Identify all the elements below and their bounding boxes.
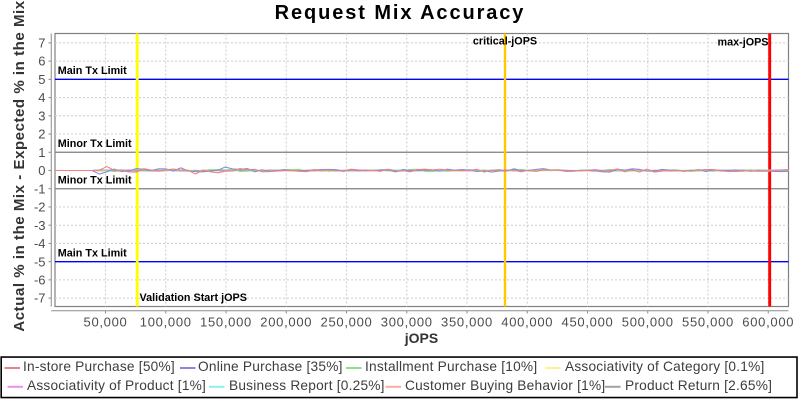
svg-text:Installment Purchase [10%]: Installment Purchase [10%] xyxy=(365,359,537,374)
svg-text:3: 3 xyxy=(38,108,45,123)
svg-text:Product Return [2.65%]: Product Return [2.65%] xyxy=(625,378,772,393)
svg-text:100,000: 100,000 xyxy=(140,315,192,330)
svg-text:Online Purchase [35%]: Online Purchase [35%] xyxy=(198,359,343,374)
svg-text:Minor Tx Limit: Minor Tx Limit xyxy=(58,138,132,150)
svg-text:In-store Purchase [50%]: In-store Purchase [50%] xyxy=(23,359,175,374)
svg-text:critical-jOPS: critical-jOPS xyxy=(473,36,537,48)
svg-text:Request Mix Accuracy: Request Mix Accuracy xyxy=(275,2,526,24)
svg-text:-2: -2 xyxy=(34,200,46,215)
svg-text:250,000: 250,000 xyxy=(321,315,373,330)
svg-text:200,000: 200,000 xyxy=(260,315,312,330)
svg-text:350,000: 350,000 xyxy=(441,315,493,330)
svg-text:5: 5 xyxy=(38,72,45,87)
svg-text:0: 0 xyxy=(38,163,45,178)
svg-text:550,000: 550,000 xyxy=(682,315,734,330)
svg-text:50,000: 50,000 xyxy=(84,315,128,330)
svg-text:300,000: 300,000 xyxy=(381,315,433,330)
svg-text:Validation Start jOPS: Validation Start jOPS xyxy=(140,292,247,304)
svg-text:Main Tx Limit: Main Tx Limit xyxy=(58,247,127,259)
svg-text:400,000: 400,000 xyxy=(501,315,553,330)
svg-text:6: 6 xyxy=(38,54,45,69)
svg-text:7: 7 xyxy=(38,35,45,50)
svg-text:500,000: 500,000 xyxy=(622,315,674,330)
svg-text:-6: -6 xyxy=(34,272,46,287)
svg-text:Business Report [0.25%]: Business Report [0.25%] xyxy=(229,378,385,393)
svg-text:-5: -5 xyxy=(34,254,46,269)
svg-text:450,000: 450,000 xyxy=(562,315,614,330)
svg-text:150,000: 150,000 xyxy=(200,315,252,330)
svg-text:2: 2 xyxy=(38,127,45,142)
svg-text:Minor Tx Limit: Minor Tx Limit xyxy=(58,175,132,187)
svg-text:Associativity of Category [0.1: Associativity of Category [0.1%] xyxy=(565,359,765,374)
svg-text:max-jOPS: max-jOPS xyxy=(717,37,768,49)
svg-text:1: 1 xyxy=(38,145,45,160)
svg-text:jOPS: jOPS xyxy=(404,330,438,346)
svg-text:-7: -7 xyxy=(34,291,46,306)
svg-text:-4: -4 xyxy=(34,236,46,251)
svg-text:Customer Buying Behavior [1%]: Customer Buying Behavior [1%] xyxy=(405,378,605,393)
svg-text:-1: -1 xyxy=(34,181,46,196)
svg-text:-3: -3 xyxy=(34,218,46,233)
svg-text:600,000: 600,000 xyxy=(742,315,794,330)
svg-text:Main Tx Limit: Main Tx Limit xyxy=(58,65,127,77)
svg-text:4: 4 xyxy=(38,90,45,105)
svg-text:Actual % in the Mix - Expected: Actual % in the Mix - Expected % in the … xyxy=(11,0,28,331)
svg-text:Associativity of Product [1%]: Associativity of Product [1%] xyxy=(27,378,206,393)
